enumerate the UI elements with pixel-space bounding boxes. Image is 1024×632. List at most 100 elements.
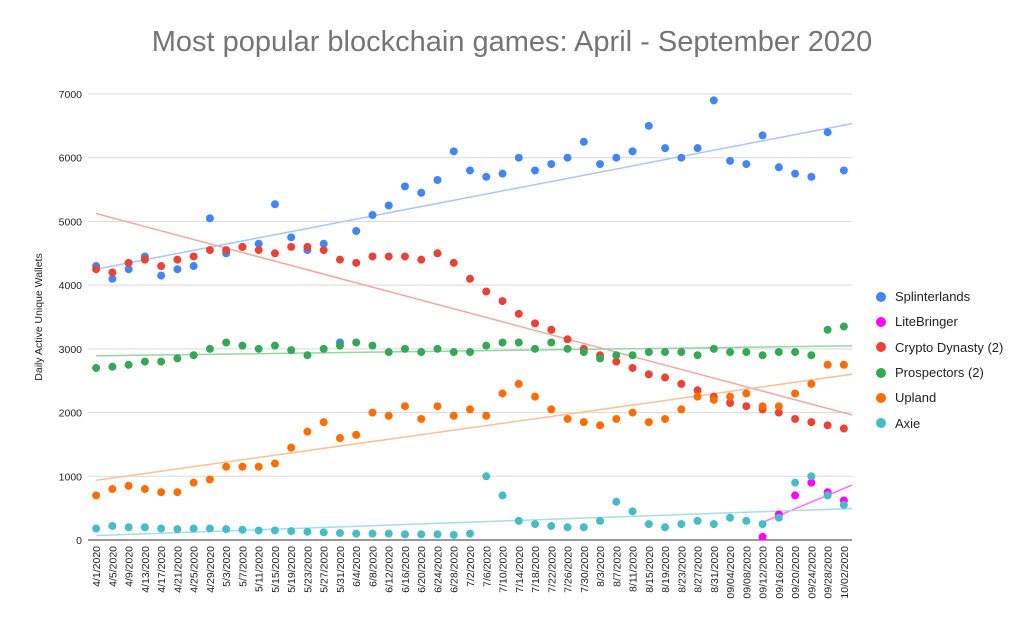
y-tick-label: 7000	[59, 89, 83, 101]
y-tick-label: 2000	[59, 408, 83, 420]
point-splinterlands	[596, 160, 605, 169]
x-tick-label: 6/28/2020	[449, 546, 461, 593]
point-prospectors-2	[628, 351, 637, 360]
point-splinterlands	[433, 176, 442, 185]
point-prospectors-2	[839, 322, 848, 331]
point-splinterlands	[352, 226, 361, 235]
point-splinterlands	[417, 188, 426, 197]
point-crypto-dynasty-2	[270, 249, 279, 258]
point-prospectors-2	[677, 348, 686, 357]
point-axie	[335, 528, 344, 537]
point-prospectors-2	[108, 362, 117, 371]
point-upland	[433, 402, 442, 411]
point-upland	[238, 462, 247, 471]
point-upland	[205, 475, 214, 484]
point-crypto-dynasty-2	[807, 418, 816, 427]
point-prospectors-2	[579, 348, 588, 357]
x-tick-label: 6/8/2020	[367, 546, 379, 587]
y-tick-label: 6000	[59, 153, 83, 165]
point-upland	[693, 392, 702, 401]
point-crypto-dynasty-2	[644, 370, 653, 379]
point-axie	[579, 523, 588, 532]
point-splinterlands	[124, 265, 133, 274]
point-upland	[612, 414, 621, 423]
gridlines	[88, 93, 852, 541]
point-crypto-dynasty-2	[189, 252, 198, 261]
x-tick-label: 8/15/2020	[644, 546, 656, 593]
x-tick-label: 09/20/2020	[790, 546, 802, 599]
x-tick-label: 8/23/2020	[676, 546, 688, 593]
point-axie	[222, 525, 231, 534]
point-crypto-dynasty-2	[839, 424, 848, 433]
point-crypto-dynasty-2	[693, 386, 702, 395]
point-axie	[628, 507, 637, 516]
point-axie	[417, 530, 426, 539]
point-prospectors-2	[774, 348, 783, 357]
point-crypto-dynasty-2	[449, 258, 458, 267]
point-crypto-dynasty-2	[400, 252, 409, 261]
legend-swatch	[876, 291, 886, 302]
y-tick-label: 3000	[59, 344, 83, 356]
point-prospectors-2	[726, 348, 735, 357]
point-upland	[498, 389, 507, 398]
x-tick-label: 7/2/2020	[465, 546, 477, 587]
point-prospectors-2	[791, 348, 800, 357]
x-tick-label: 09/28/2020	[823, 546, 835, 599]
point-axie	[709, 520, 718, 529]
trendline-upland	[96, 373, 853, 482]
x-tick-label: 6/12/2020	[384, 546, 396, 593]
legend-item: Axie	[876, 410, 1022, 435]
point-prospectors-2	[368, 341, 377, 350]
point-splinterlands	[189, 262, 198, 271]
point-axie	[531, 520, 540, 529]
point-axie	[758, 520, 767, 529]
point-axie	[596, 516, 605, 525]
point-splinterlands	[726, 156, 735, 165]
point-prospectors-2	[823, 325, 832, 334]
legend-swatch	[876, 418, 886, 429]
y-tick-label: 5000	[59, 216, 83, 228]
point-splinterlands	[774, 163, 783, 172]
point-crypto-dynasty-2	[774, 408, 783, 417]
x-tick-label: 5/23/2020	[302, 546, 314, 593]
point-upland	[482, 411, 491, 420]
legend-label: Prospectors (2)	[895, 365, 984, 381]
point-crypto-dynasty-2	[205, 246, 214, 255]
point-axie	[563, 523, 572, 532]
y-axis-tick-labels: 0 1000 2000 3000 4000 5000 6000 7000	[59, 89, 83, 547]
point-crypto-dynasty-2	[612, 357, 621, 366]
point-upland	[335, 434, 344, 443]
point-prospectors-2	[807, 351, 816, 360]
point-prospectors-2	[449, 348, 458, 357]
point-axie	[173, 525, 182, 534]
point-upland	[807, 379, 816, 388]
point-prospectors-2	[661, 348, 670, 357]
point-upland	[823, 360, 832, 369]
point-splinterlands	[612, 153, 621, 162]
point-upland	[791, 389, 800, 398]
x-tick-label: 4/5/2020	[107, 546, 119, 587]
point-crypto-dynasty-2	[661, 373, 670, 382]
x-tick-label: 6/24/2020	[432, 546, 444, 593]
x-tick-label: 4/9/2020	[124, 546, 136, 587]
point-axie	[612, 497, 621, 506]
point-axie	[433, 530, 442, 539]
x-tick-label: 5/19/2020	[286, 546, 298, 593]
point-axie	[791, 478, 800, 487]
point-upland	[400, 402, 409, 411]
point-crypto-dynasty-2	[319, 246, 328, 255]
legend-swatch	[876, 392, 886, 403]
point-upland	[92, 491, 101, 500]
legend-item: Upland	[876, 385, 1022, 410]
point-prospectors-2	[124, 360, 133, 369]
point-upland	[222, 462, 231, 471]
point-splinterlands	[807, 172, 816, 181]
point-crypto-dynasty-2	[173, 255, 182, 264]
point-axie	[124, 523, 133, 532]
point-upland	[514, 379, 523, 388]
point-upland	[157, 488, 166, 497]
point-crypto-dynasty-2	[563, 335, 572, 344]
trendline-splinterlands	[95, 122, 853, 270]
legend-label: Axie	[895, 415, 921, 431]
point-upland	[173, 488, 182, 497]
